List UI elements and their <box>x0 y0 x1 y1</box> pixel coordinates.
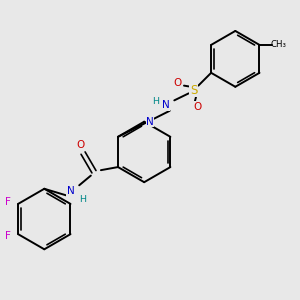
Text: O: O <box>173 77 181 88</box>
Text: S: S <box>190 84 197 97</box>
Text: CH₃: CH₃ <box>271 40 287 50</box>
Text: N: N <box>162 100 169 110</box>
Text: H: H <box>153 97 160 106</box>
Text: F: F <box>5 231 11 241</box>
Text: H: H <box>79 195 86 204</box>
Text: O: O <box>76 140 85 150</box>
Text: N: N <box>146 117 154 127</box>
Text: N: N <box>67 186 74 196</box>
Text: F: F <box>5 197 11 207</box>
Text: O: O <box>194 102 202 112</box>
